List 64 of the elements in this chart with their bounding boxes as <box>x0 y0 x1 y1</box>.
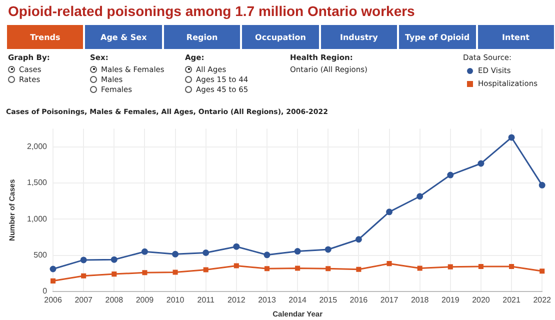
x-tick-label: 2019 <box>442 295 460 304</box>
text: Industry <box>320 25 398 49</box>
point <box>80 256 87 264</box>
point <box>508 134 515 141</box>
text: Age & Sex <box>85 25 162 49</box>
x-tick-label: 2015 <box>319 295 338 304</box>
text: Intent <box>478 25 554 49</box>
point <box>81 273 86 278</box>
x-tick-label: 2012 <box>228 295 246 304</box>
point <box>50 266 56 272</box>
point <box>326 266 331 272</box>
point <box>509 264 514 269</box>
point <box>112 272 117 277</box>
point <box>416 193 424 200</box>
point <box>142 270 148 276</box>
point <box>202 249 210 256</box>
point <box>478 264 484 269</box>
point <box>447 172 454 178</box>
x-tick-label: 2022 <box>533 295 552 304</box>
x-tick-label: 2006 <box>44 295 62 304</box>
text: Trends <box>7 25 84 49</box>
point <box>172 250 179 258</box>
point <box>295 266 300 271</box>
x-tick-label: 2007 <box>74 295 94 304</box>
point <box>203 267 208 272</box>
point <box>355 236 362 243</box>
y-tick-label: 2,000 <box>26 142 48 152</box>
x-tick-label: 2011 <box>197 295 216 304</box>
point <box>478 160 484 167</box>
point <box>264 266 270 272</box>
point <box>540 268 545 274</box>
chart-title: Opioid-related poisonings among 1.7 million Ontario workers <box>8 3 415 19</box>
x-tick-label: 2008 <box>105 295 124 304</box>
point <box>233 243 240 250</box>
point <box>50 278 56 284</box>
point <box>417 266 422 271</box>
text: Type of Opioid <box>399 25 476 49</box>
y-tick-label: 0 <box>42 286 48 296</box>
point <box>538 182 546 188</box>
text: Occupation <box>242 25 319 49</box>
x-tick-label: 2021 <box>502 295 521 304</box>
point <box>110 256 118 263</box>
y-tick-label: 1,500 <box>26 178 48 188</box>
x-tick-label: 2017 <box>380 295 399 304</box>
point <box>141 248 148 255</box>
x-tick-label: 2010 <box>166 295 185 304</box>
point <box>172 270 178 275</box>
x-tick-label: 2020 <box>472 295 490 304</box>
point <box>386 208 393 216</box>
point <box>294 248 301 255</box>
x-tick-label: 2013 <box>258 295 276 304</box>
point <box>234 263 239 268</box>
x-tick-label: 2016 <box>350 295 368 304</box>
point <box>324 246 332 253</box>
point <box>386 261 392 266</box>
x-tick-label: 2009 <box>136 295 154 304</box>
x-tick-label: 2018 <box>410 295 430 304</box>
point <box>264 252 270 258</box>
x-tick-label: 2014 <box>288 295 308 304</box>
text: Region <box>164 25 240 49</box>
y-tick-label: 500 <box>34 250 48 260</box>
point <box>448 264 453 270</box>
y-tick-label: 1,000 <box>26 214 48 224</box>
point <box>356 266 362 272</box>
